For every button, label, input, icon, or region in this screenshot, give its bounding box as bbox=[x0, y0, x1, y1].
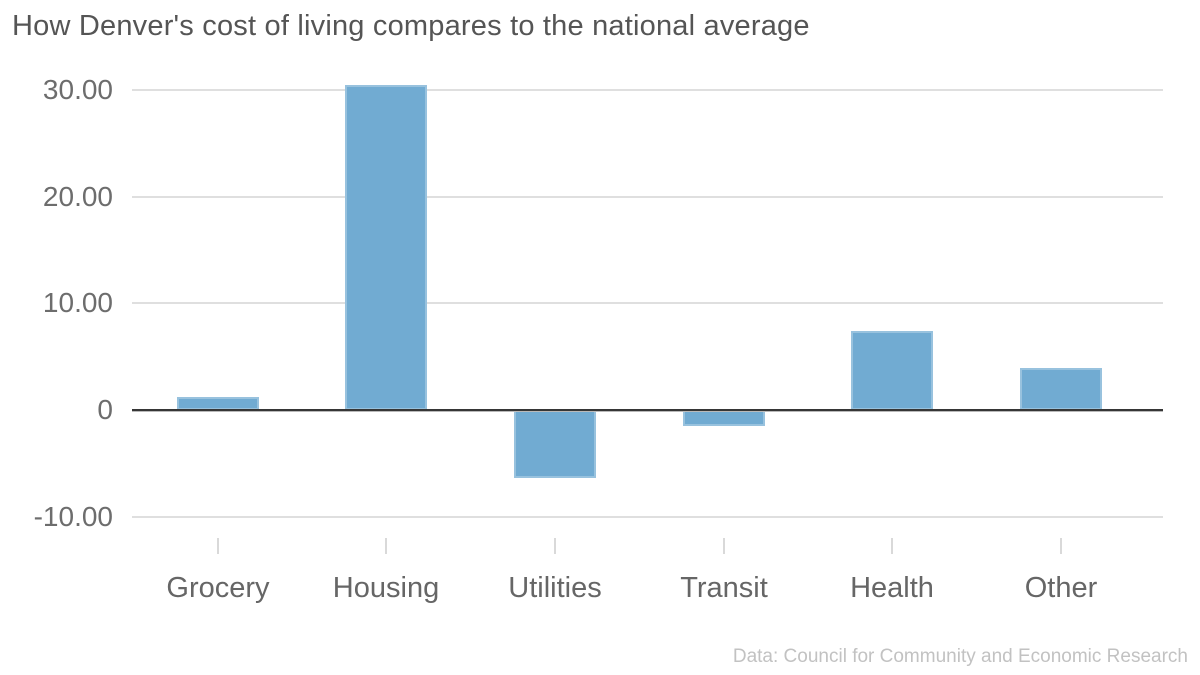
gridline-10.00 bbox=[132, 302, 1163, 305]
bar-housing bbox=[345, 85, 427, 410]
gridline--10.00 bbox=[132, 515, 1163, 518]
bar-other bbox=[1020, 368, 1102, 410]
category-label-transit: Transit bbox=[680, 572, 768, 604]
bar-health bbox=[851, 331, 933, 410]
xtick-transit bbox=[723, 538, 725, 554]
xtick-other bbox=[1060, 538, 1062, 554]
xtick-utilities bbox=[554, 538, 556, 554]
ytick-label--10.00: -10.00 bbox=[33, 500, 113, 532]
bar-transit bbox=[683, 410, 765, 426]
category-label-other: Other bbox=[1024, 572, 1098, 604]
gridline-20.00 bbox=[132, 195, 1163, 198]
source-credit: Data: Council for Community and Economic… bbox=[732, 646, 1188, 667]
category-label-utilities: Utilities bbox=[508, 572, 602, 604]
category-label-health: Health bbox=[850, 572, 934, 604]
gridline-30.00 bbox=[132, 88, 1163, 91]
category-label-grocery: Grocery bbox=[166, 572, 270, 604]
bar-grocery bbox=[177, 397, 259, 410]
ytick-label-0: 0 bbox=[97, 394, 113, 425]
ytick-label-20.00: 20.00 bbox=[42, 180, 113, 212]
zero-axis-line bbox=[132, 409, 1163, 412]
category-label-housing: Housing bbox=[332, 572, 440, 604]
xtick-grocery bbox=[217, 538, 219, 554]
ytick-label-30.00: 30.00 bbox=[42, 73, 113, 105]
chart-title: How Denver's cost of living compares to … bbox=[12, 10, 810, 42]
bar-utilities bbox=[514, 410, 596, 478]
xtick-housing bbox=[385, 538, 387, 554]
xtick-health bbox=[891, 538, 893, 554]
ytick-label-10.00: 10.00 bbox=[42, 287, 113, 319]
